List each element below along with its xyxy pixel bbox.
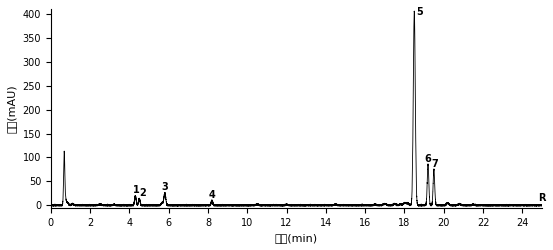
Text: 5: 5	[416, 7, 424, 17]
Y-axis label: 响应(mAU): 响应(mAU)	[7, 84, 17, 133]
Text: 4: 4	[209, 190, 216, 200]
Text: 6: 6	[424, 154, 431, 164]
Text: 3: 3	[161, 182, 168, 192]
X-axis label: 时间(min): 时间(min)	[275, 233, 318, 243]
Text: 2: 2	[139, 188, 145, 198]
Text: 1: 1	[133, 185, 140, 195]
Text: 7: 7	[431, 158, 438, 168]
Text: R: R	[538, 193, 546, 203]
